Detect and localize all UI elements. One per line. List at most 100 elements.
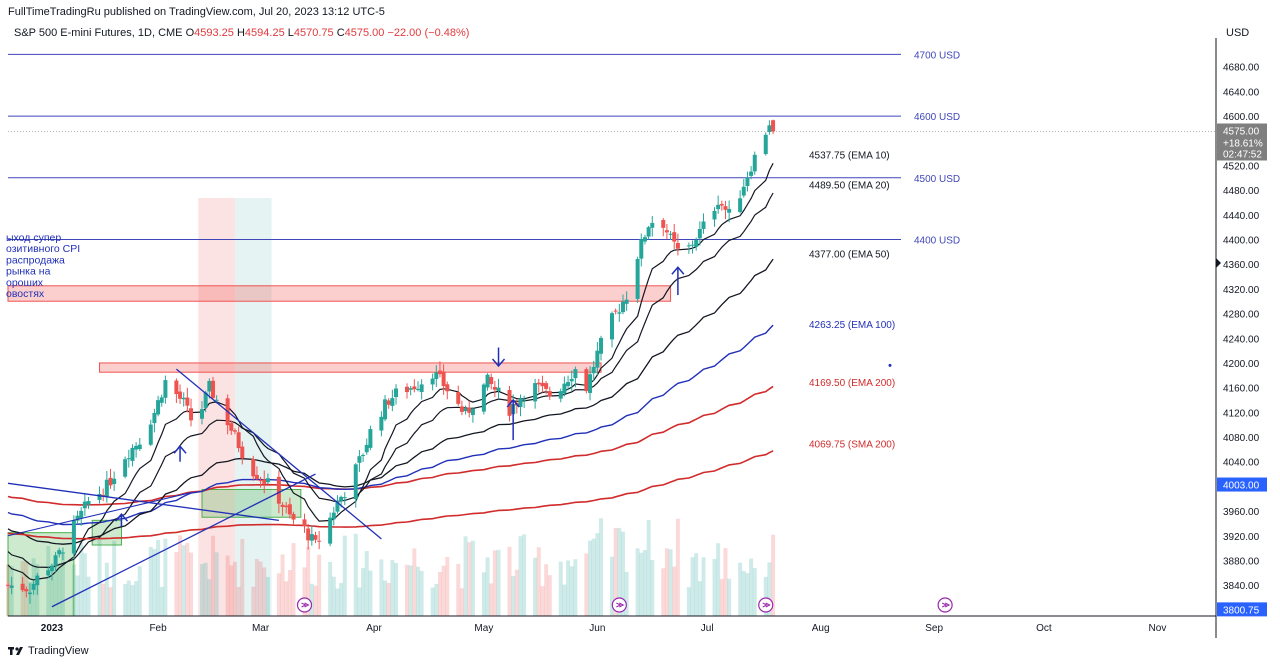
volume-bar bbox=[536, 547, 541, 616]
candle bbox=[331, 506, 336, 526]
candle-body bbox=[723, 206, 728, 210]
volume-bar bbox=[86, 576, 91, 616]
trendline bbox=[51, 473, 316, 608]
volume-bar bbox=[104, 562, 109, 616]
volume-bar bbox=[697, 581, 702, 616]
candle bbox=[562, 376, 567, 397]
volume-bar bbox=[445, 556, 450, 616]
candle-body bbox=[291, 513, 296, 520]
volume-bar bbox=[599, 518, 604, 616]
arrow-up-head bbox=[173, 445, 187, 454]
ohlc-value-h: 4594.25 bbox=[244, 27, 285, 39]
candle bbox=[287, 497, 292, 519]
candle-body bbox=[536, 382, 541, 385]
candle bbox=[130, 444, 135, 467]
candle-body bbox=[353, 464, 358, 500]
candles bbox=[6, 119, 776, 604]
volume-bar bbox=[511, 575, 516, 616]
volume-bar bbox=[339, 583, 344, 616]
ma-label: 4537.75 (EMA 10) bbox=[809, 150, 890, 161]
candle-body bbox=[368, 429, 373, 448]
candle bbox=[364, 438, 369, 455]
candle-body bbox=[716, 204, 721, 210]
candle bbox=[335, 495, 340, 514]
volume-bar bbox=[620, 531, 625, 616]
volume-bar bbox=[287, 570, 292, 616]
volume-bar bbox=[112, 540, 117, 616]
volume-bar bbox=[27, 581, 32, 616]
x-tick-label: Jul bbox=[701, 623, 714, 634]
candle bbox=[697, 221, 702, 246]
candle bbox=[262, 470, 267, 494]
y-tick-label: 4200.00 bbox=[1223, 359, 1260, 370]
candle-body bbox=[767, 125, 772, 132]
candle-body bbox=[342, 497, 347, 499]
candle bbox=[185, 387, 190, 413]
candle-body bbox=[276, 476, 281, 504]
volume-bar bbox=[97, 535, 102, 616]
candle-body bbox=[152, 412, 157, 424]
candle-body bbox=[489, 377, 494, 385]
y-tick-label: 4480.00 bbox=[1223, 186, 1260, 197]
y-tick-label: 4440.00 bbox=[1223, 211, 1260, 222]
volume-bar bbox=[342, 535, 347, 616]
candle-body bbox=[599, 337, 604, 354]
ohlc-values: O4593.25 H4594.25 L4570.75 C4575.00 bbox=[186, 27, 388, 39]
candle-body bbox=[123, 459, 128, 477]
candle bbox=[456, 385, 461, 406]
price-badge bbox=[1217, 602, 1267, 617]
y-tick-label: 4240.00 bbox=[1223, 334, 1260, 345]
candle bbox=[134, 442, 139, 458]
candle-body bbox=[635, 258, 640, 299]
candle-body bbox=[189, 408, 194, 421]
volume-bar bbox=[49, 575, 54, 616]
volume-bar bbox=[163, 538, 168, 616]
volume-bar bbox=[156, 540, 161, 616]
candle-body bbox=[481, 384, 486, 412]
candle-body bbox=[364, 444, 369, 453]
event-icon bbox=[611, 597, 627, 613]
volume-bar bbox=[646, 520, 651, 616]
candle-body bbox=[53, 555, 58, 566]
x-tick-label: Jun bbox=[589, 623, 605, 634]
zone-green-3 bbox=[91, 519, 122, 546]
candle bbox=[79, 507, 84, 526]
candle-body bbox=[412, 386, 417, 390]
volume-bar bbox=[353, 533, 358, 616]
candle-body bbox=[302, 519, 307, 527]
candle bbox=[361, 453, 366, 463]
candle-body bbox=[24, 589, 29, 592]
y-tick-label: 4120.00 bbox=[1223, 408, 1260, 419]
volume-bar bbox=[668, 549, 673, 616]
volume-bar bbox=[459, 588, 464, 616]
volume-bar bbox=[613, 528, 618, 616]
candle bbox=[573, 366, 578, 388]
candle bbox=[390, 389, 395, 412]
volume-bar bbox=[291, 543, 296, 616]
currency-label[interactable]: USD bbox=[1226, 27, 1250, 39]
volume-bar bbox=[258, 561, 263, 616]
candle bbox=[148, 419, 153, 447]
scale-marker-icon bbox=[1216, 258, 1221, 268]
volume-bar bbox=[71, 564, 76, 616]
volume-bar bbox=[35, 563, 40, 616]
candle-body bbox=[573, 369, 578, 379]
candle-body bbox=[741, 186, 746, 196]
annotation-line: распродажа bbox=[6, 254, 65, 266]
candle-body bbox=[540, 382, 545, 387]
candle bbox=[412, 379, 417, 393]
ohlc-key-l: L bbox=[284, 27, 294, 39]
volume-bar bbox=[569, 566, 574, 616]
candle-body bbox=[185, 397, 190, 406]
candle-body bbox=[405, 386, 410, 393]
candle-body bbox=[697, 228, 702, 239]
candle bbox=[752, 151, 757, 175]
volume-bar bbox=[694, 553, 699, 616]
volume-bar bbox=[189, 552, 194, 616]
candle bbox=[591, 360, 596, 381]
candle bbox=[445, 381, 450, 400]
x-tick-label: Nov bbox=[1149, 623, 1167, 634]
symbol-legend[interactable]: S&P 500 E-mini Futures, 1D, CME O4593.25… bbox=[14, 27, 469, 39]
candle-body bbox=[727, 208, 732, 213]
